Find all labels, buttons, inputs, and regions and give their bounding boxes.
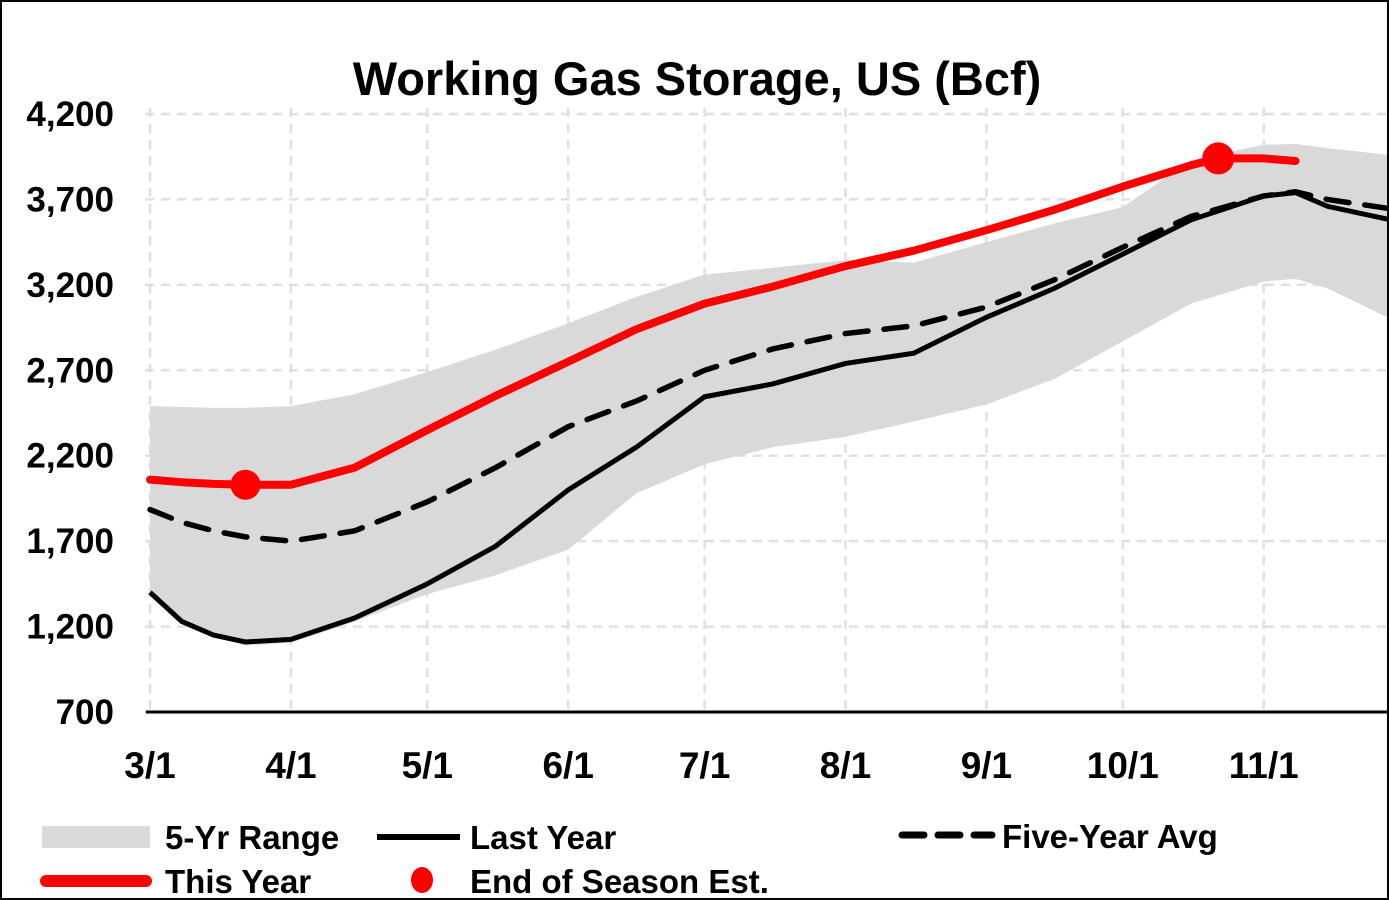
y-axis-tick-label: 2,200: [26, 437, 114, 476]
five-year-avg-line: [147, 188, 1387, 544]
y-axis-tick-label: 2,700: [26, 351, 114, 390]
chart-title: Working Gas Storage, US (Bcf): [353, 52, 1042, 105]
y-axis-tick-label: 3,200: [26, 266, 114, 305]
legend-label-five-yr-range: 5-Yr Range: [165, 819, 339, 856]
y-axis-tick-labels: 4,200 3,700 3,200 2,700 2,200 1,700 1,200 700: [26, 95, 114, 732]
y-axis-tick-label: 3,700: [26, 180, 114, 219]
y-axis-tick-label: 700: [56, 693, 114, 732]
legend: 5-Yr Range Last Year Five-Year Avg This …: [40, 818, 1218, 900]
x-axis-tick-label: 3/1: [124, 745, 175, 786]
y-axis-tick-label: 4,200: [26, 95, 114, 134]
legend-label-last-year: Last Year: [470, 819, 616, 856]
y-axis-tick-label: 1,200: [26, 608, 114, 647]
x-axis-tick-label: 11/1: [1229, 745, 1299, 786]
x-axis-tick-label: 7/1: [679, 745, 730, 786]
x-axis-tick-label: 10/1: [1087, 745, 1159, 786]
x-axis-tick-label: 9/1: [961, 745, 1012, 786]
legend-label-end-of-season: End of Season Est.: [470, 863, 769, 900]
legend-label-this-year: This Year: [165, 863, 311, 900]
x-axis-tick-label: 4/1: [265, 745, 316, 786]
y-axis-tick-label: 1,700: [26, 522, 114, 561]
x-axis-tick-label: 5/1: [402, 745, 453, 786]
end-of-season-dot-marker: [411, 867, 433, 893]
legend-label-five-year-avg: Five-Year Avg: [1002, 818, 1218, 855]
x-axis-tick-labels: 3/1 4/1 5/1 6/1 7/1 8/1 9/1 10/1 11/1: [124, 745, 1298, 786]
five-yr-range-band: [150, 143, 1387, 646]
this-year-line: [146, 154, 1300, 489]
x-axis-tick-label: 8/1: [820, 745, 871, 786]
end-of-season-dot-fall: [1202, 142, 1235, 175]
x-axis-tick-label: 6/1: [542, 745, 593, 786]
five-yr-range-swatch: [42, 826, 150, 848]
end-of-season-dot-spring: [230, 469, 261, 500]
